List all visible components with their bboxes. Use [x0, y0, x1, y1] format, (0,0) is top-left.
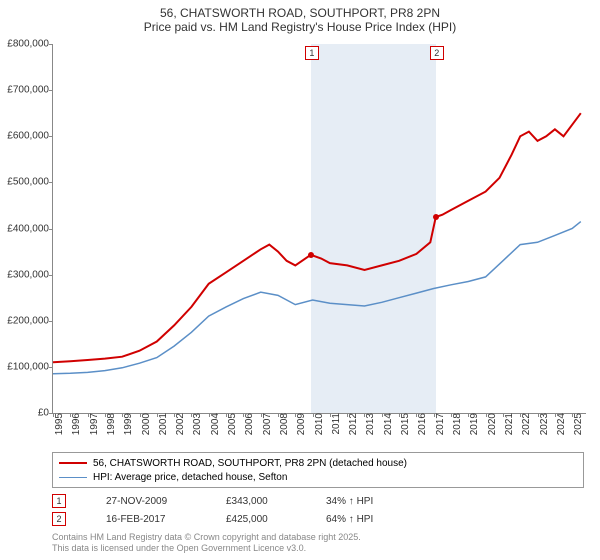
- sale-marker-1: 1: [52, 494, 66, 508]
- y-axis-label: £200,000: [7, 315, 53, 326]
- sale-marker-label-2: 2: [430, 46, 444, 60]
- sale-price-2: £425,000: [226, 514, 326, 525]
- y-axis-label: £800,000: [7, 39, 53, 50]
- sale-date-1: 27-NOV-2009: [106, 496, 226, 507]
- chart-lines-svg: [53, 44, 586, 413]
- sale-row-1: 1 27-NOV-2009 £343,000 34% ↑ HPI: [52, 494, 584, 508]
- series-line-hpi: [53, 222, 581, 374]
- chart-container: 56, CHATSWORTH ROAD, SOUTHPORT, PR8 2PN …: [0, 0, 600, 560]
- sale-marker-label-1: 1: [305, 46, 319, 60]
- legend-item-price: 56, CHATSWORTH ROAD, SOUTHPORT, PR8 2PN …: [59, 456, 577, 470]
- footer-text: Contains HM Land Registry data © Crown c…: [52, 532, 361, 554]
- legend-swatch-hpi: [59, 477, 87, 478]
- sale-dot-1: [308, 252, 314, 258]
- y-axis-label: £700,000: [7, 85, 53, 96]
- y-axis-label: £400,000: [7, 223, 53, 234]
- sale-price-1: £343,000: [226, 496, 326, 507]
- chart-plot-area: £0£100,000£200,000£300,000£400,000£500,0…: [52, 44, 586, 414]
- title-area: 56, CHATSWORTH ROAD, SOUTHPORT, PR8 2PN …: [0, 0, 600, 34]
- y-axis-label: £300,000: [7, 269, 53, 280]
- title-line2: Price paid vs. HM Land Registry's House …: [0, 20, 600, 34]
- y-axis-label: £500,000: [7, 177, 53, 188]
- sale-marker-2: 2: [52, 512, 66, 526]
- series-line-price_paid: [53, 113, 581, 362]
- y-axis-label: £600,000: [7, 131, 53, 142]
- sale-row-2: 2 16-FEB-2017 £425,000 64% ↑ HPI: [52, 512, 584, 526]
- title-line1: 56, CHATSWORTH ROAD, SOUTHPORT, PR8 2PN: [0, 6, 600, 20]
- sale-hpi-2: 64% ↑ HPI: [326, 514, 373, 525]
- legend-label-price: 56, CHATSWORTH ROAD, SOUTHPORT, PR8 2PN …: [93, 458, 407, 469]
- footer-line1: Contains HM Land Registry data © Crown c…: [52, 532, 361, 543]
- legend-item-hpi: HPI: Average price, detached house, Seft…: [59, 470, 577, 484]
- y-axis-label: £100,000: [7, 361, 53, 372]
- sale-hpi-1: 34% ↑ HPI: [326, 496, 373, 507]
- sale-dot-2: [433, 214, 439, 220]
- footer-line2: This data is licensed under the Open Gov…: [52, 543, 361, 554]
- legend-box: 56, CHATSWORTH ROAD, SOUTHPORT, PR8 2PN …: [52, 452, 584, 488]
- legend-label-hpi: HPI: Average price, detached house, Seft…: [93, 472, 287, 483]
- sale-date-2: 16-FEB-2017: [106, 514, 226, 525]
- legend-swatch-price: [59, 462, 87, 464]
